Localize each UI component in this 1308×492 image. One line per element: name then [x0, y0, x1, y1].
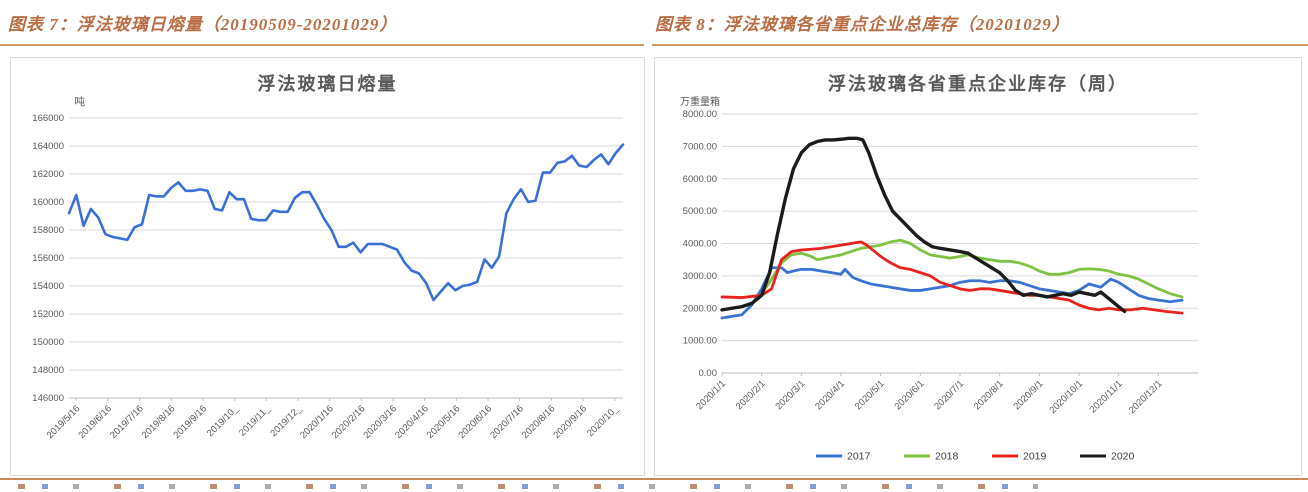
- figure8-chart-title: 浮法玻璃各省重点企业库存（周）: [828, 74, 1128, 94]
- figure8-chart-panel: 浮法玻璃各省重点企业库存（周） 8000.00 7000.00 6000.00 500…: [654, 57, 1302, 476]
- x-tick-label: 2020/9/1: [1012, 378, 1046, 412]
- legend-label-2020: 2020: [1111, 451, 1135, 463]
- figure7-chart-panel: 浮法玻璃日熔量 166000 164000 162000 160000 158000 15…: [10, 57, 645, 476]
- y-tick-label: 150000: [32, 337, 64, 348]
- melt-volume-line: [67, 143, 625, 302]
- x-tick-label: 2020/10/1: [1047, 378, 1085, 416]
- x-tick-label: 2020/4/16: [393, 403, 431, 441]
- y-tick-label: 162000: [32, 169, 64, 180]
- x-tick-label: 2019/6/16: [76, 403, 114, 441]
- x-tick-label: 2020/4/1: [813, 378, 847, 412]
- x-tick-label: 2020/3/16: [361, 403, 399, 441]
- legend-label-2019: 2019: [1023, 451, 1047, 463]
- y-tick-label: 1000.00: [683, 336, 717, 347]
- x-tick-label: 2020/2/16: [330, 403, 368, 441]
- x-tick-label: 2020/1/1: [694, 378, 728, 412]
- x-tick-label: 2020/10_: [585, 403, 621, 439]
- legend-label-2017: 2017: [847, 451, 871, 463]
- series-line-2020: [720, 136, 1127, 314]
- x-tick-label: 2020/11/1: [1088, 378, 1125, 415]
- x-tick-label: 2020/12/1: [1127, 378, 1165, 416]
- x-tick-label: 2020/8/16: [520, 403, 558, 441]
- y-tick-label: 0.00: [699, 368, 718, 379]
- x-tick-label: 2020/5/16: [425, 403, 463, 441]
- x-tick-label: 2020/6/16: [456, 403, 494, 441]
- cropped-source-text: [18, 484, 1038, 489]
- y-tick-label: 5000.00: [683, 206, 717, 217]
- y-tick-label: 156000: [32, 253, 64, 264]
- x-tick-label: 2019/10_: [205, 403, 241, 439]
- x-tick-label: 2020/8/1: [972, 378, 1006, 412]
- x-tick-label: 2019/7/16: [108, 403, 146, 441]
- series-line-2019: [720, 240, 1184, 315]
- figure8-plot: 8000.00 7000.00 6000.00 5000.00 4000.00 3000.…: [680, 95, 1198, 463]
- y-tick-label: 4000.00: [683, 239, 717, 250]
- footer-divider: [0, 478, 1308, 480]
- x-tick-label: 2020/1/16: [298, 403, 336, 441]
- y-axis-unit-label: 吨: [75, 95, 86, 108]
- figure7-caption: 图表 7：浮法玻璃日熔量（20190509-20201029）: [8, 15, 398, 34]
- y-tick-label: 2000.00: [683, 303, 717, 314]
- x-tick-label: 2019/9/16: [171, 403, 209, 441]
- y-axis-unit-label: 万重量箱: [680, 95, 720, 108]
- y-tick-label: 146000: [32, 393, 64, 404]
- legend-item-2017: 2017: [816, 451, 871, 463]
- legend-item-2020: 2020: [1080, 451, 1135, 463]
- x-tick-label: 2020/5/1: [853, 378, 887, 412]
- x-tick-label: 2020/6/1: [893, 378, 927, 412]
- series-line-2017: [720, 266, 1184, 320]
- series-line-2018: [760, 238, 1184, 299]
- y-tick-label: 154000: [32, 281, 64, 292]
- legend-item-2018: 2018: [904, 451, 959, 463]
- y-tick-label: 3000.00: [683, 271, 717, 282]
- x-tick-label: 2019/8/16: [140, 403, 178, 441]
- x-tick-label: 2019/11_: [237, 403, 273, 439]
- x-tick-label: 2020/9/16: [552, 403, 590, 441]
- y-tick-label: 8000.00: [683, 109, 717, 120]
- legend-label-2018: 2018: [935, 451, 959, 463]
- x-tick-label: 2019/5/16: [45, 403, 83, 441]
- x-tick-label: 2020/3/1: [774, 378, 808, 412]
- y-tick-label: 7000.00: [683, 141, 717, 152]
- x-tick-label: 2020/2/1: [734, 378, 768, 412]
- y-tick-label: 164000: [32, 141, 64, 152]
- y-tick-label: 152000: [32, 309, 64, 320]
- figure7-caption-underline: [0, 44, 644, 46]
- y-tick-label: 166000: [32, 113, 64, 124]
- y-tick-label: 6000.00: [683, 174, 717, 185]
- figure8-caption: 图表 8：浮法玻璃各省重点企业总库存（20201029）: [655, 15, 1070, 34]
- legend-item-2019: 2019: [992, 451, 1047, 463]
- figure7-plot: 166000 164000 162000 160000 158000 156000 1540…: [32, 95, 625, 441]
- y-tick-label: 160000: [32, 197, 64, 208]
- x-tick-label: 2020/7/1: [932, 378, 966, 412]
- figure7-chart-title: 浮法玻璃日熔量: [257, 74, 398, 94]
- y-tick-label: 158000: [32, 225, 64, 236]
- x-tick-label: 2020/7/16: [488, 403, 526, 441]
- figure8-caption-underline: [652, 44, 1308, 46]
- y-tick-label: 148000: [32, 365, 64, 376]
